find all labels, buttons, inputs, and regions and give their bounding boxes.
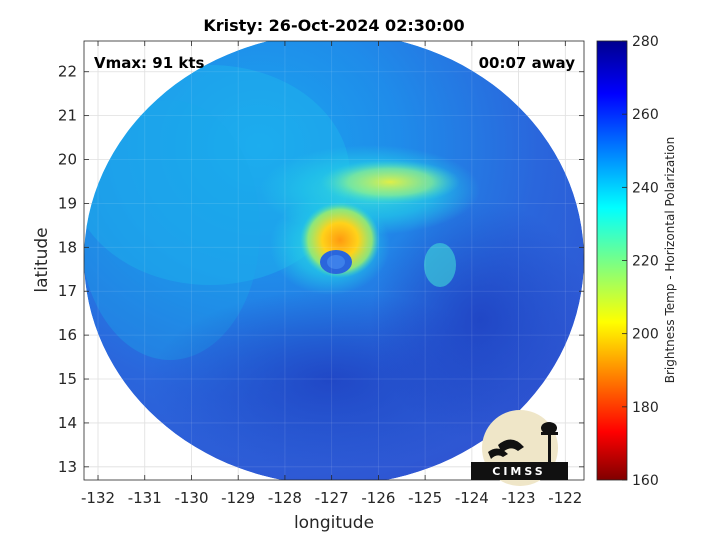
grid-overlay bbox=[84, 41, 584, 480]
x-tick-label: -131 bbox=[128, 489, 162, 507]
y-tick-label: 21 bbox=[58, 107, 77, 125]
colorbar-tick-label: 240 bbox=[632, 180, 659, 196]
x-tick-label: -132 bbox=[81, 489, 115, 507]
colorbar-tick-label: 220 bbox=[632, 254, 659, 270]
brightness-temp-swath bbox=[84, 41, 584, 480]
y-tick-label: 14 bbox=[58, 414, 77, 432]
y-axis-ticks: 13 14 15 16 17 18 19 20 21 22 bbox=[58, 63, 584, 476]
cimss-logo: CIMSS bbox=[471, 410, 568, 486]
x-tick-label: -122 bbox=[548, 489, 582, 507]
x-tick-label: -127 bbox=[315, 489, 349, 507]
x-tick-label: -125 bbox=[408, 489, 442, 507]
vmax-annotation: Vmax: 91 kts bbox=[94, 54, 204, 72]
y-tick-label: 22 bbox=[58, 63, 77, 81]
y-tick-label: 17 bbox=[58, 282, 77, 300]
colorbar-tick-label: 260 bbox=[632, 107, 659, 123]
colorbar-tick-label: 200 bbox=[632, 327, 659, 343]
time-offset-annotation: 00:07 away bbox=[479, 54, 576, 72]
x-tick-label: -128 bbox=[268, 489, 302, 507]
y-tick-label: 16 bbox=[58, 326, 77, 344]
x-tick-label: -129 bbox=[221, 489, 255, 507]
x-tick-label: -126 bbox=[361, 489, 395, 507]
x-tick-label: -123 bbox=[502, 489, 536, 507]
cimss-logo-text: CIMSS bbox=[492, 465, 545, 478]
x-tick-label: -130 bbox=[174, 489, 208, 507]
colorbar-tick-label: 160 bbox=[632, 473, 659, 489]
y-tick-label: 15 bbox=[58, 370, 77, 388]
y-axis-label: latitude bbox=[32, 227, 52, 292]
colorbar-label: Brightness Temp - Horizontal Polarizatio… bbox=[663, 137, 677, 384]
y-tick-label: 18 bbox=[58, 238, 77, 256]
y-tick-label: 13 bbox=[58, 458, 77, 476]
axes-frame bbox=[83, 40, 585, 481]
colorbar-ticks: 160 180 200 220 240 260 280 bbox=[622, 34, 659, 489]
x-tick-label: -124 bbox=[455, 489, 489, 507]
y-tick-label: 19 bbox=[58, 194, 77, 212]
colorbar-tick-label: 280 bbox=[632, 34, 659, 50]
colorbar-tick-label: 180 bbox=[632, 400, 659, 416]
x-axis-label: longitude bbox=[294, 513, 374, 533]
x-axis-ticks: -132 -131 -130 -129 -128 -127 -126 -125 -124 -123… bbox=[81, 41, 582, 507]
chart-title: Kristy: 26-Oct-2024 02:30:00 bbox=[203, 16, 464, 35]
y-tick-label: 20 bbox=[58, 151, 77, 169]
